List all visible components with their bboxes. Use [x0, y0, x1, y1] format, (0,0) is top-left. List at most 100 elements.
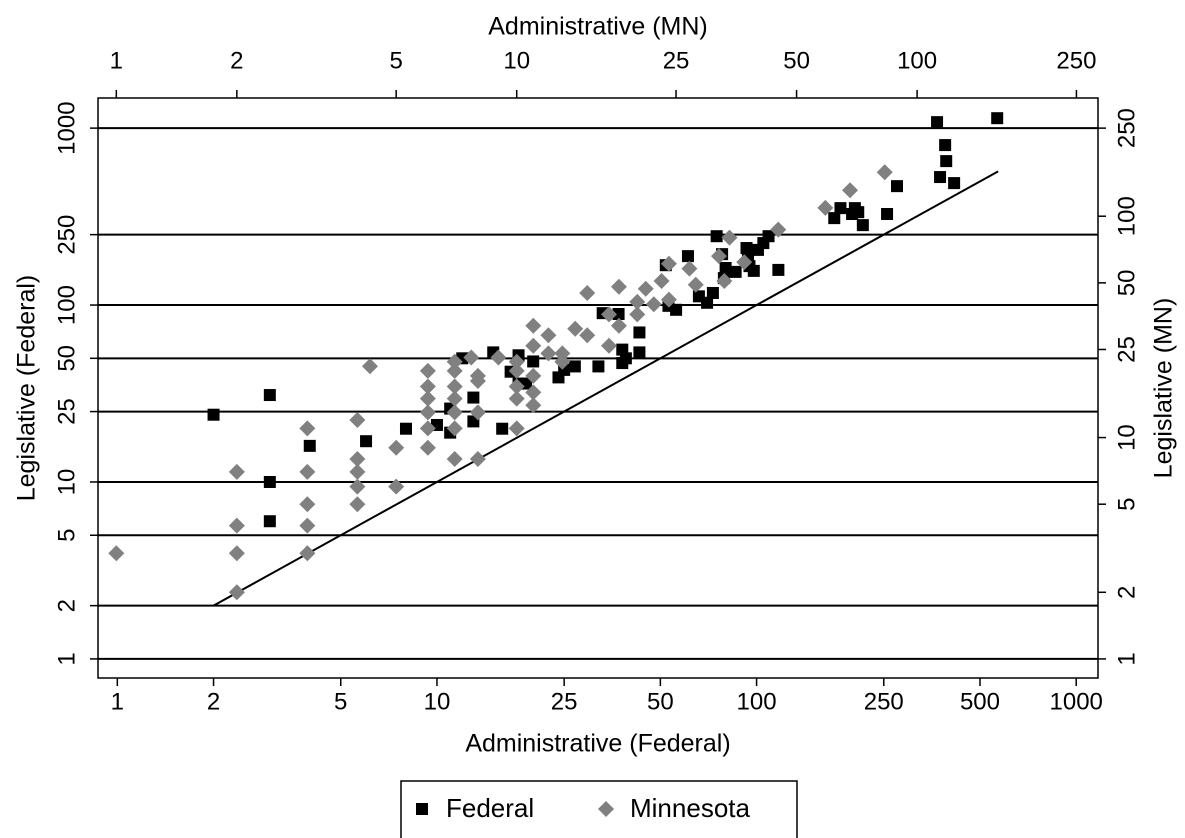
y-tick-label: 250 [53, 215, 80, 255]
point [721, 229, 738, 246]
point [419, 390, 436, 407]
point [508, 378, 525, 395]
point [701, 296, 714, 309]
x2-tick-label: 10 [503, 47, 530, 74]
legend-label: Minnesota [630, 793, 750, 823]
point [361, 358, 378, 375]
point [568, 360, 581, 373]
point [772, 263, 785, 276]
point [600, 306, 617, 323]
point [592, 360, 605, 373]
point [567, 320, 584, 337]
point [299, 463, 316, 480]
point [881, 208, 894, 221]
y2-tick-label: 100 [1113, 196, 1140, 236]
point [554, 345, 571, 362]
point [817, 199, 834, 216]
point [399, 422, 412, 435]
point [349, 412, 366, 429]
x2-tick-label: 2 [230, 47, 243, 74]
point [263, 515, 276, 528]
point [469, 373, 486, 390]
point [612, 308, 625, 321]
point [834, 202, 847, 215]
point [525, 397, 542, 414]
point [770, 221, 787, 238]
point [687, 276, 704, 293]
point [469, 451, 486, 468]
point [228, 517, 245, 534]
x-tick-label: 2 [207, 688, 220, 715]
point [876, 164, 893, 181]
point [299, 420, 316, 437]
point [446, 378, 463, 395]
point [419, 362, 436, 379]
point [303, 439, 316, 452]
x-tick-label: 5 [334, 688, 347, 715]
y2-tick-label: 10 [1113, 424, 1140, 451]
point [729, 265, 742, 278]
point [349, 451, 366, 468]
point [419, 439, 436, 456]
point [633, 346, 646, 359]
y2-tick-label: 25 [1113, 336, 1140, 363]
point [419, 378, 436, 395]
plot-frame [97, 97, 1099, 679]
legend-marker [416, 803, 428, 815]
point [469, 404, 486, 421]
y2-tick-label: 1 [1113, 652, 1140, 665]
point [419, 420, 436, 437]
x2-tick-label: 1 [110, 47, 123, 74]
point [525, 337, 542, 354]
point [948, 177, 961, 190]
point [600, 337, 617, 354]
point [891, 180, 904, 193]
point [299, 545, 316, 562]
point [931, 116, 944, 129]
x-tick-label: 1000 [1050, 688, 1103, 715]
y2-tick-label: 250 [1113, 108, 1140, 148]
point [681, 260, 698, 277]
point [991, 112, 1004, 125]
point [463, 349, 480, 366]
x-tick-label: 250 [864, 688, 904, 715]
x2-tick-label: 250 [1056, 47, 1096, 74]
y2-tick-label: 2 [1113, 586, 1140, 599]
x-tick-label: 100 [737, 688, 777, 715]
point [828, 212, 841, 225]
point [660, 255, 677, 272]
x2-tick-label: 100 [897, 47, 937, 74]
point [736, 254, 753, 271]
point [446, 420, 463, 437]
point [360, 435, 373, 448]
point [660, 291, 677, 308]
point [228, 463, 245, 480]
point [299, 496, 316, 513]
point [349, 478, 366, 495]
y-tick-label: 2 [53, 599, 80, 612]
point [940, 155, 953, 168]
x2-tick-label: 50 [783, 47, 810, 74]
point [525, 367, 542, 384]
point [637, 280, 654, 297]
y-tick-label: 1 [53, 652, 80, 665]
point [747, 264, 760, 277]
point [207, 408, 220, 421]
point [527, 355, 540, 368]
point [349, 496, 366, 513]
point [508, 353, 525, 370]
point [710, 248, 727, 265]
point [446, 353, 463, 370]
point [579, 327, 596, 344]
point [939, 139, 952, 152]
point [540, 327, 557, 344]
point [108, 545, 125, 562]
x-tick-label: 500 [960, 688, 1000, 715]
x-tick-label: 10 [424, 688, 451, 715]
point [579, 284, 596, 301]
point [263, 475, 276, 488]
point [710, 230, 723, 243]
x-axis-title: Administrative (Federal) [465, 730, 730, 758]
point [496, 422, 509, 435]
